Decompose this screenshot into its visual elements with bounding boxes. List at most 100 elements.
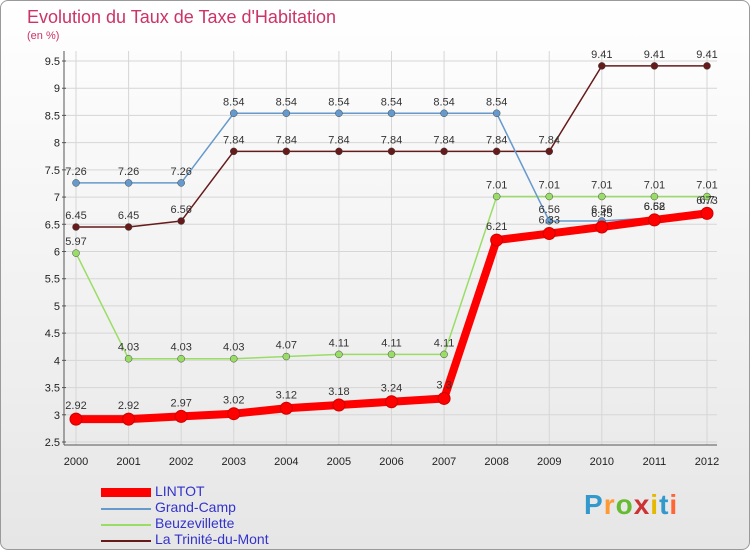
data-label-la-trinite-du-mont: 9.41 <box>644 49 665 61</box>
data-point-lintot <box>647 213 661 227</box>
x-tick-label: 2001 <box>116 456 140 468</box>
data-point-la-trinite-du-mont <box>282 147 291 156</box>
data-label-la-trinite-du-mont: 6.45 <box>65 210 86 222</box>
data-label-beuzevillette: 7.01 <box>591 180 612 192</box>
data-point-beuzevillette <box>440 350 448 359</box>
data-label-grand-camp: 8.54 <box>328 96 349 108</box>
data-label-grand-camp: 8.54 <box>486 96 507 108</box>
data-label-la-trinite-du-mont: 6.56 <box>170 204 191 216</box>
data-point-grand-camp <box>335 109 343 118</box>
data-label-grand-camp: 8.54 <box>433 96 454 108</box>
data-label-lintot: 2.92 <box>118 400 139 412</box>
data-point-lintot <box>700 206 714 220</box>
data-point-beuzevillette <box>545 192 553 201</box>
data-point-grand-camp <box>124 179 133 187</box>
data-point-la-trinite-du-mont <box>650 62 659 70</box>
data-point-lintot <box>542 227 556 241</box>
data-label-layer: 2.92 2.92 2.97 3.02 3.12 3.18 3.24 3.36.216.336… <box>65 49 717 412</box>
data-point-la-trinite-du-mont <box>545 147 553 156</box>
data-point-grand-camp <box>282 109 291 118</box>
data-label-la-trinite-du-mont: 7.84 <box>433 134 454 146</box>
x-tick-label: 2005 <box>327 456 351 468</box>
x-tick-label: 2003 <box>222 456 246 468</box>
data-point-la-trinite-du-mont <box>124 223 133 231</box>
data-point-grand-camp <box>177 179 185 187</box>
data-point-la-trinite-du-mont <box>72 223 80 231</box>
data-point-la-trinite-du-mont <box>598 62 606 70</box>
data-label-beuzevillette: 4.11 <box>381 337 402 349</box>
x-tick-label: 2006 <box>379 456 403 468</box>
y-tick-label: 4.5 <box>45 328 60 340</box>
data-label-lintot: 3.3 <box>436 379 451 391</box>
data-point-grand-camp <box>230 109 238 118</box>
y-tick-label: 8 <box>54 138 60 150</box>
data-label-la-trinite-du-mont: 7.84 <box>328 134 349 146</box>
y-tick-label: 3.5 <box>45 383 60 395</box>
data-point-la-trinite-du-mont <box>335 147 343 156</box>
data-label-lintot: 6.21 <box>486 221 507 233</box>
data-label-lintot: 6.45 <box>591 208 612 220</box>
data-label-lintot: 3.18 <box>328 386 349 398</box>
x-tick-label: 2008 <box>484 456 508 468</box>
data-label-grand-camp: 8.54 <box>381 96 402 108</box>
legend-label-lintot: LINTOT <box>155 483 205 499</box>
data-point-beuzevillette <box>650 192 659 201</box>
data-point-la-trinite-du-mont <box>230 147 238 156</box>
data-label-grand-camp: 6.73 <box>696 195 717 207</box>
y-tick-label: 5 <box>54 301 60 313</box>
legend-swatch-lintot <box>101 488 151 497</box>
data-label-grand-camp: 6.62 <box>644 201 665 213</box>
x-tick-label: 2002 <box>169 456 193 468</box>
data-label-beuzevillette: 4.07 <box>276 340 297 352</box>
data-point-beuzevillette <box>387 350 396 359</box>
data-point-la-trinite-du-mont <box>387 147 396 156</box>
y-tick-label: 6.5 <box>45 219 60 231</box>
data-point-la-trinite-du-mont <box>492 147 501 156</box>
brand-letter: P <box>584 489 604 520</box>
data-point-la-trinite-du-mont <box>703 62 711 70</box>
data-point-beuzevillette <box>177 354 185 363</box>
data-label-beuzevillette: 7.01 <box>644 180 665 192</box>
data-label-lintot: 2.92 <box>65 400 86 412</box>
data-label-beuzevillette: 7.01 <box>696 180 717 192</box>
data-label-grand-camp: 7.26 <box>170 166 191 178</box>
data-label-grand-camp: 6.56 <box>539 204 560 216</box>
data-point-la-trinite-du-mont <box>177 217 185 225</box>
y-tick-label: 8.5 <box>45 110 60 122</box>
data-label-la-trinite-du-mont: 6.45 <box>118 210 139 222</box>
data-point-beuzevillette <box>492 192 501 201</box>
data-point-beuzevillette <box>230 354 238 363</box>
x-tick-label: 2011 <box>643 456 667 468</box>
data-label-lintot: 6.7 <box>699 194 714 206</box>
x-tick-label: 2012 <box>695 456 719 468</box>
brand-letter: x <box>633 489 651 520</box>
proxiti-logo: Proxiti <box>584 489 678 521</box>
data-point-lintot <box>122 412 136 426</box>
x-tick-label: 2010 <box>590 456 614 468</box>
data-point-lintot <box>490 233 504 247</box>
data-point-lintot <box>595 220 609 234</box>
y-tick-label: 7.5 <box>45 165 60 177</box>
data-label-la-trinite-du-mont: 7.84 <box>486 134 507 146</box>
data-label-grand-camp: 8.54 <box>223 96 244 108</box>
data-label-la-trinite-du-mont: 7.84 <box>276 134 297 146</box>
data-label-la-trinite-du-mont: 9.41 <box>591 49 612 61</box>
data-point-beuzevillette <box>282 352 291 361</box>
data-label-lintot: 6.33 <box>539 215 560 227</box>
data-point-grand-camp <box>72 179 80 187</box>
brand-letter: i <box>669 489 679 520</box>
data-label-beuzevillette: 7.01 <box>486 180 507 192</box>
y-tick-label: 7 <box>54 192 60 204</box>
data-label-la-trinite-du-mont: 9.41 <box>696 49 717 61</box>
legend-swatch-la-trinite-du-mont <box>101 540 151 542</box>
data-label-la-trinite-du-mont: 7.84 <box>223 134 244 146</box>
data-label-lintot: 3.12 <box>276 389 297 401</box>
x-tick-label: 2000 <box>64 456 88 468</box>
x-tick-label: 2009 <box>537 456 561 468</box>
data-label-beuzevillette: 4.03 <box>223 342 244 354</box>
legend-swatch-grand-camp <box>101 508 151 510</box>
brand-letter: r <box>603 489 616 520</box>
data-label-lintot: 3.02 <box>223 395 244 407</box>
data-label-lintot: 6.58 <box>644 201 665 213</box>
